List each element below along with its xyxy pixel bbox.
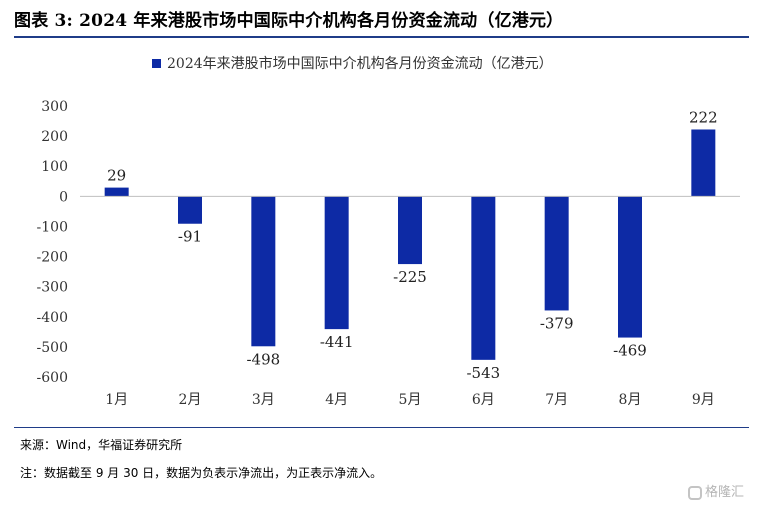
data-label: 29 bbox=[107, 167, 126, 185]
y-tick-label: -100 bbox=[37, 219, 68, 235]
x-tick-label: 7月 bbox=[545, 392, 568, 408]
bar-1月 bbox=[104, 187, 129, 197]
y-tick-label: -200 bbox=[37, 250, 68, 266]
x-tick-label: 9月 bbox=[692, 392, 715, 408]
y-tick-label: 0 bbox=[59, 189, 68, 205]
y-tick-label: -500 bbox=[37, 340, 68, 356]
watermark: 格隆汇 bbox=[688, 481, 744, 500]
y-tick-label: 100 bbox=[41, 159, 68, 175]
bar-7月 bbox=[544, 196, 569, 311]
watermark-text: 格隆汇 bbox=[705, 485, 745, 500]
y-tick-label: -300 bbox=[37, 280, 68, 296]
y-tick-label: -600 bbox=[37, 370, 68, 386]
x-tick-label: 6月 bbox=[472, 392, 495, 408]
bar-3月 bbox=[251, 196, 276, 347]
bar-6月 bbox=[471, 196, 496, 360]
x-tick-label: 5月 bbox=[399, 392, 422, 408]
bar-2月 bbox=[178, 196, 202, 224]
figure-title: 图表 3: 2024 年来港股市场中国际中介机构各月份资金流动（亿港元） bbox=[14, 11, 564, 31]
note-text: 注：数据截至 9 月 30 日，数据为负表示净流出，为正表示净流入。 bbox=[20, 466, 383, 480]
source-text: 来源：Wind，华福证券研究所 bbox=[20, 438, 183, 452]
data-label: -225 bbox=[393, 268, 427, 286]
data-label: -469 bbox=[613, 342, 647, 360]
bar-9月 bbox=[691, 129, 716, 197]
data-label: -543 bbox=[466, 364, 500, 382]
y-axis: 300 200 100 0 -100 -200 -300 -400 -500 -600 bbox=[37, 99, 68, 386]
title-divider bbox=[14, 36, 749, 38]
data-label: -441 bbox=[320, 333, 354, 351]
y-tick-label: 200 bbox=[41, 129, 68, 145]
data-label: -379 bbox=[540, 314, 574, 332]
chart-legend: 2024年来港股市场中国际中介机构各月份资金流动（亿港元） bbox=[152, 55, 553, 72]
bar-4月 bbox=[324, 196, 349, 330]
x-axis: 1月 2月 3月 4月 5月 6月 7月 8月 9月 bbox=[80, 195, 740, 408]
y-tick-label: -400 bbox=[37, 310, 68, 326]
bar-chart: 2024年来港股市场中国际中介机构各月份资金流动（亿港元） 300 200 100 0… bbox=[37, 55, 740, 408]
x-tick-label: 2月 bbox=[179, 392, 202, 408]
legend-swatch bbox=[152, 59, 161, 68]
legend-label: 2024年来港股市场中国际中介机构各月份资金流动（亿港元） bbox=[167, 55, 553, 72]
bars-group: 29 -91 -498 -441 -225 -543 -379 -469 222 bbox=[104, 108, 718, 382]
data-label: -91 bbox=[178, 228, 202, 246]
watermark-logo-icon bbox=[688, 485, 702, 500]
bar-5月 bbox=[398, 196, 422, 265]
footer-divider bbox=[14, 427, 749, 428]
x-tick-label: 1月 bbox=[105, 392, 128, 408]
y-tick-label: 300 bbox=[41, 99, 68, 115]
x-tick-label: 8月 bbox=[619, 392, 642, 408]
x-tick-label: 4月 bbox=[325, 392, 348, 408]
x-tick-label: 3月 bbox=[252, 392, 275, 408]
data-label: -498 bbox=[246, 350, 280, 368]
bar-8月 bbox=[618, 196, 642, 338]
data-label: 222 bbox=[689, 108, 718, 126]
